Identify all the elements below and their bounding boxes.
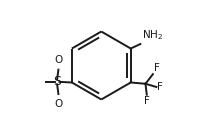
Text: NH$_2$: NH$_2$ xyxy=(142,28,164,42)
Text: S: S xyxy=(53,75,61,88)
Text: O: O xyxy=(54,99,63,108)
Text: F: F xyxy=(144,96,150,106)
Text: F: F xyxy=(157,82,163,92)
Text: O: O xyxy=(54,55,63,65)
Text: F: F xyxy=(153,63,159,73)
